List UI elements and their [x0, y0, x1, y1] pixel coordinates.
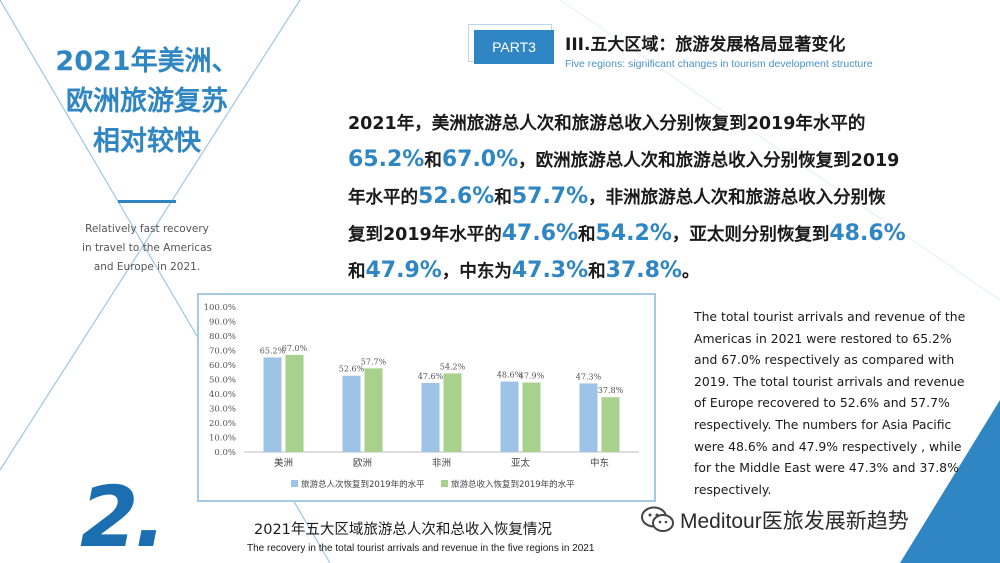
recovery-bar-chart: 0.0% 10.0% 20.0% 30.0% 40.0% 50.0% 60.0% 70.0% 8… — [204, 303, 639, 490]
english-line: and 67.0% respectively as compared with — [694, 352, 955, 368]
left-title-line: 相对较快 — [93, 126, 201, 157]
y-tick-label: 40.0% — [209, 390, 236, 400]
english-line: The total tourist arrivals and revenue o… — [694, 309, 966, 324]
bar — [443, 373, 462, 452]
summary-text: ，亚太则分别恢复到 — [671, 225, 830, 245]
chart-caption: 2021年五大区域旅游总人次和总收入恢复情况 — [254, 522, 552, 538]
summary-text: 和 — [348, 262, 366, 282]
summary-line: 年水平的52.6%和57.7%，非洲旅游总人次和旅游总收入分别恢 — [348, 179, 948, 216]
english-line: were 48.6% and 47.9% respectively , whil… — [694, 438, 962, 454]
y-tick-label: 100.0% — [204, 303, 236, 313]
bar — [500, 381, 519, 452]
english-line: respectively. The numbers for Asia Pacif… — [694, 416, 952, 432]
data-label: 47.9% — [519, 372, 545, 381]
data-label: 54.2% — [440, 362, 466, 371]
bar — [263, 357, 282, 452]
highlight-value: 67.0% — [441, 147, 519, 172]
data-label: 65.2% — [260, 346, 286, 355]
summary-text: 年水平的 — [348, 188, 418, 208]
y-tick-label: 90.0% — [209, 318, 236, 328]
y-tick-label: 30.0% — [209, 405, 236, 415]
summary-text: 复到2019年水平的 — [348, 225, 502, 245]
left-title: 2021年美洲、 欧洲旅游复苏 相对较快 — [32, 42, 262, 162]
x-tick-label: 欧洲 — [353, 457, 372, 469]
title-divider — [118, 200, 176, 203]
data-label: 67.0% — [282, 344, 308, 353]
highlight-value: 57.7% — [511, 184, 589, 209]
bar — [364, 368, 383, 452]
bar — [601, 397, 620, 452]
x-tick-label: 美洲 — [274, 457, 293, 469]
summary-text: ，欧洲旅游总人次和旅游总收入分别恢复到2019 — [518, 151, 900, 171]
x-tick-label: 非洲 — [432, 457, 451, 469]
left-subtitle-line: and Europe in 2021. — [93, 261, 201, 273]
left-title-line: 2021年美洲、 — [55, 46, 239, 77]
highlight-value: 47.3% — [511, 258, 589, 283]
highlight-value: 47.9% — [365, 258, 442, 283]
left-subtitle-line: Relatively fast recovery — [85, 223, 209, 235]
english-line: of Europe recovered to 52.6% and 57.7% — [694, 395, 950, 411]
section-number: 2. — [80, 468, 166, 563]
summary-text: 2021年，美洲旅游总人次和旅游总收入分别恢复到2019年水平的 — [348, 114, 866, 134]
bar — [522, 382, 541, 452]
english-line: respectively. — [694, 481, 772, 497]
highlight-value: 47.6% — [501, 221, 579, 246]
summary-text: ，非洲旅游总人次和旅游总收入分别恢 — [588, 188, 886, 208]
y-tick-label: 80.0% — [209, 332, 236, 342]
data-label: 37.8% — [598, 386, 624, 395]
section-subtitle: Five regions: significant changes in tou… — [565, 58, 873, 70]
section-title: III.五大区域：旅游发展格局显著变化 — [565, 35, 846, 55]
summary-line: 65.2%和67.0%，欧洲旅游总人次和旅游总收入分别恢复到2019 — [348, 142, 948, 179]
bar — [421, 382, 440, 452]
wechat-icon — [641, 506, 674, 532]
x-tick-label: 亚太 — [511, 457, 531, 469]
y-tick-label: 50.0% — [209, 376, 236, 386]
legend-label: 旅游总收入恢复到2019年的水平 — [451, 479, 575, 490]
summary-text: 和 — [494, 188, 512, 208]
bar — [579, 383, 598, 452]
x-tick-label: 中东 — [590, 457, 609, 469]
english-line: for the Middle East were 47.3% and 37.8% — [694, 460, 959, 476]
summary-text: 。 — [681, 262, 700, 282]
left-subtitle: Relatively fast recovery in travel to th… — [62, 220, 232, 277]
data-label: 47.6% — [418, 372, 444, 381]
summary-line: 2021年，美洲旅游总人次和旅游总收入分别恢复到2019年水平的 — [348, 106, 948, 142]
y-tick-label: 10.0% — [209, 434, 236, 444]
summary-paragraph: 2021年，美洲旅游总人次和旅游总收入分别恢复到2019年水平的 65.2%和67… — [348, 106, 948, 290]
data-label: 52.6% — [339, 365, 365, 374]
summary-text: 和 — [424, 151, 442, 171]
y-tick-label: 70.0% — [209, 347, 236, 357]
english-paragraph: The total tourist arrivals and revenue o… — [694, 306, 984, 500]
watermark-text: Meditour医旅发展新趋势 — [680, 510, 909, 533]
highlight-value: 37.8% — [605, 258, 682, 283]
data-label: 57.7% — [361, 357, 387, 366]
left-title-line: 欧洲旅游复苏 — [66, 86, 228, 117]
bar — [285, 354, 304, 452]
data-label: 47.3% — [576, 372, 602, 381]
left-subtitle-line: in travel to the Americas — [82, 242, 212, 254]
watermark: Meditour医旅发展新趋势 — [640, 505, 909, 535]
chart-frame: 0.0% 10.0% 20.0% 30.0% 40.0% 50.0% 60.0% 70.0% 8… — [197, 293, 656, 502]
legend-label: 旅游总人次恢复到2019年的水平 — [301, 479, 425, 490]
y-tick-label: 20.0% — [209, 419, 236, 429]
legend-swatch — [441, 480, 448, 487]
highlight-value: 48.6% — [829, 221, 906, 246]
part-badge: PART3 — [474, 30, 554, 64]
y-tick-label: 60.0% — [209, 361, 236, 371]
data-label: 48.6% — [497, 371, 523, 380]
summary-text: ，中东为 — [441, 262, 512, 282]
english-line: 2019. The total tourist arrivals and rev… — [694, 373, 965, 389]
english-line: Americas in 2021 were restored to 65.2% — [694, 330, 952, 346]
chart-caption-en: The recovery in the total tourist arriva… — [247, 543, 595, 554]
highlight-value: 54.2% — [595, 221, 672, 246]
summary-text: 和 — [578, 225, 596, 245]
highlight-value: 65.2% — [348, 147, 425, 172]
summary-text: 和 — [588, 262, 606, 282]
highlight-value: 52.6% — [418, 184, 495, 209]
legend-swatch — [291, 480, 298, 487]
bar — [342, 375, 361, 452]
y-tick-label: 0.0% — [214, 448, 236, 458]
summary-line: 和47.9%，中东为47.3%和37.8%。 — [348, 253, 948, 290]
summary-line: 复到2019年水平的47.6%和54.2%，亚太则分别恢复到48.6% — [348, 216, 948, 253]
